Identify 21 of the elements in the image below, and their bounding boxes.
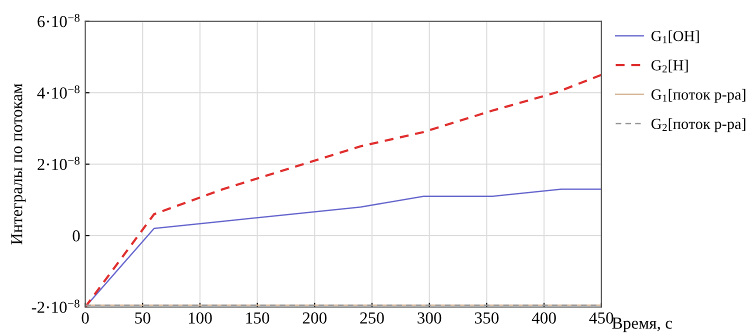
y-tick-label: 4·10$^{−8}$ — [37, 85, 80, 99]
x-axis-title: Время, с — [612, 318, 672, 332]
x-tick-label: 400 — [532, 312, 556, 324]
legend-label: G$_{1}$[OH] — [651, 30, 699, 44]
x-tick-label: 100 — [188, 312, 212, 324]
x-tick-label: 300 — [418, 312, 442, 324]
y-tick-label: 2·10$^{−8}$ — [38, 156, 80, 170]
legend-label: G$_{2}$[поток р-ра] — [651, 118, 746, 132]
x-tick-label: 50 — [135, 312, 150, 324]
x-tick-label: 350 — [474, 312, 499, 324]
x-tick-label: 450 — [589, 312, 614, 324]
legend-label: G$_{1}$[поток р-ра] — [651, 88, 746, 103]
x-tick-label: 0 — [82, 312, 89, 324]
y-tick-label: -2·10$^{−8}$ — [32, 300, 80, 313]
y-tick-label: 6·10$^{−8}$ — [38, 14, 80, 28]
x-tick-label: 150 — [246, 312, 270, 324]
x-tick-label: 250 — [360, 312, 384, 324]
y-tick-label: 0 — [72, 230, 80, 242]
legend-label: G$_{2}$[H] — [651, 60, 688, 72]
x-tick-label: 200 — [302, 312, 327, 324]
y-axis-title: Интегралы по потокам — [11, 84, 26, 245]
